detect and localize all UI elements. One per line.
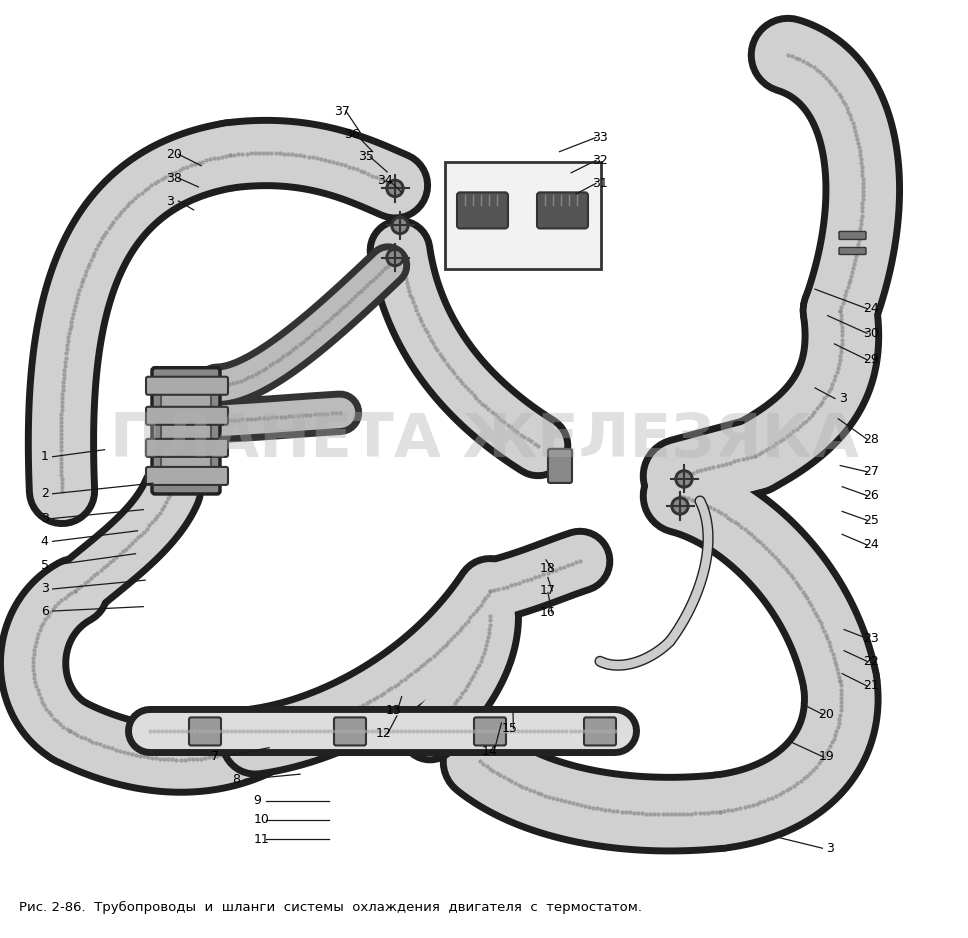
Circle shape xyxy=(678,473,690,485)
FancyBboxPatch shape xyxy=(445,162,601,268)
Text: 31: 31 xyxy=(592,177,608,189)
Text: 17: 17 xyxy=(540,584,556,598)
Text: 35: 35 xyxy=(358,150,374,163)
Circle shape xyxy=(386,249,404,266)
FancyBboxPatch shape xyxy=(457,192,508,229)
FancyBboxPatch shape xyxy=(161,379,211,483)
Text: 3: 3 xyxy=(41,582,48,596)
Circle shape xyxy=(674,500,686,512)
Text: 26: 26 xyxy=(863,489,879,502)
Circle shape xyxy=(386,179,404,197)
FancyBboxPatch shape xyxy=(537,192,588,229)
Circle shape xyxy=(391,217,409,234)
Text: 37: 37 xyxy=(334,105,349,117)
Text: 21: 21 xyxy=(863,679,879,692)
FancyBboxPatch shape xyxy=(334,718,366,746)
Text: 20: 20 xyxy=(819,707,834,720)
Circle shape xyxy=(389,251,401,264)
Text: 3: 3 xyxy=(839,392,847,405)
Text: 25: 25 xyxy=(863,514,879,527)
FancyBboxPatch shape xyxy=(584,718,616,746)
FancyBboxPatch shape xyxy=(146,467,228,485)
Text: 10: 10 xyxy=(254,813,269,826)
Text: 30: 30 xyxy=(863,326,879,340)
Text: 24: 24 xyxy=(863,302,879,315)
Text: 29: 29 xyxy=(863,354,879,366)
Text: 27: 27 xyxy=(863,465,879,478)
FancyBboxPatch shape xyxy=(146,439,228,457)
Text: 38: 38 xyxy=(166,172,182,185)
Text: ПЛАНЕТА ЖЕЛЕЗЯКА: ПЛАНЕТА ЖЕЛЕЗЯКА xyxy=(109,412,859,470)
Circle shape xyxy=(389,182,401,194)
Text: 36: 36 xyxy=(344,128,359,141)
Text: 12: 12 xyxy=(376,727,391,740)
FancyBboxPatch shape xyxy=(189,718,221,746)
Text: 8: 8 xyxy=(232,773,240,786)
Text: 3: 3 xyxy=(827,841,834,855)
Text: 33: 33 xyxy=(592,131,608,144)
Text: 5: 5 xyxy=(41,559,48,571)
Text: 18: 18 xyxy=(540,562,556,575)
FancyBboxPatch shape xyxy=(839,232,866,239)
Text: 23: 23 xyxy=(863,632,879,644)
Text: 14: 14 xyxy=(482,745,498,758)
Text: 6: 6 xyxy=(41,604,48,617)
Text: 1: 1 xyxy=(41,450,48,463)
Text: 11: 11 xyxy=(254,833,269,846)
Text: 3: 3 xyxy=(166,194,174,207)
Text: 24: 24 xyxy=(863,538,879,552)
FancyBboxPatch shape xyxy=(548,449,572,483)
Text: 4: 4 xyxy=(41,535,48,548)
Text: Рис. 2-86.  Трубопроводы  и  шланги  системы  охлаждения  двигателя  с  термоста: Рис. 2-86. Трубопроводы и шланги системы… xyxy=(19,900,643,914)
Text: 32: 32 xyxy=(592,154,608,167)
Text: 2: 2 xyxy=(41,487,48,500)
Text: 19: 19 xyxy=(819,750,834,763)
FancyBboxPatch shape xyxy=(474,718,506,746)
Text: 7: 7 xyxy=(211,750,219,763)
FancyBboxPatch shape xyxy=(152,368,220,494)
Text: 28: 28 xyxy=(863,432,879,446)
Text: 15: 15 xyxy=(501,722,517,734)
FancyBboxPatch shape xyxy=(839,248,866,254)
Text: 16: 16 xyxy=(540,606,556,619)
Text: 3: 3 xyxy=(41,512,48,525)
Text: 9: 9 xyxy=(254,794,261,807)
FancyBboxPatch shape xyxy=(146,377,228,395)
Text: 22: 22 xyxy=(863,655,879,668)
Text: 34: 34 xyxy=(378,174,393,188)
Circle shape xyxy=(671,497,689,515)
Text: 20: 20 xyxy=(166,148,182,160)
Text: 13: 13 xyxy=(385,704,401,718)
FancyBboxPatch shape xyxy=(146,407,228,425)
Circle shape xyxy=(394,219,406,232)
Circle shape xyxy=(675,470,693,488)
